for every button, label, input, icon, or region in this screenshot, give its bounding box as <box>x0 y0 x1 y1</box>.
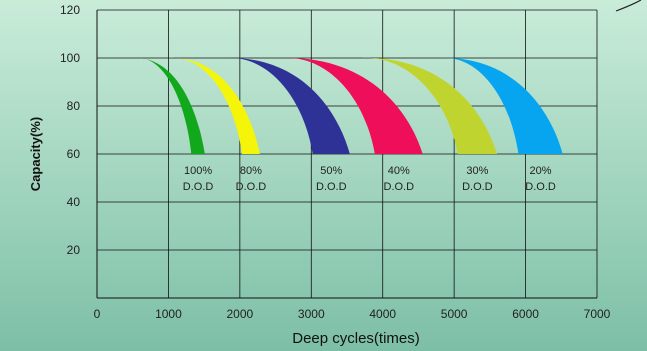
y-axis-title: Capacity(%) <box>28 117 43 191</box>
y-tick-label: 20 <box>67 243 81 257</box>
dod-percent-label: 80% <box>240 165 262 177</box>
corner-curve-decoration <box>615 0 642 12</box>
series-band-1 <box>168 57 260 154</box>
y-tick-label: 40 <box>67 195 81 209</box>
x-tick-label: 7000 <box>584 307 611 321</box>
x-axis-title: Deep cycles(times) <box>292 330 420 347</box>
dod-text-label: D.O.D <box>462 181 493 193</box>
x-tick-label: 2000 <box>227 307 254 321</box>
y-tick-label: 80 <box>67 99 81 113</box>
y-tick-label: 100 <box>60 51 80 65</box>
x-tick-label: 0 <box>94 307 101 321</box>
series-band-5 <box>439 57 563 154</box>
dod-text-label: D.O.D <box>384 181 415 193</box>
dod-percent-label: 100% <box>184 165 212 177</box>
dod-percent-label: 30% <box>466 165 488 177</box>
series-band-3 <box>282 57 423 154</box>
x-tick-label: 4000 <box>369 307 396 321</box>
dod-text-label: D.O.D <box>183 181 214 193</box>
dod-labels: 100% D.O.D 80% D.O.D 50% D.O.D 40% D.O.D 30% D.O.… <box>183 165 556 193</box>
y-tick-label: 60 <box>67 147 81 161</box>
x-tick-label: 5000 <box>441 307 468 321</box>
series-band-4 <box>361 57 497 154</box>
x-tick-label: 3000 <box>298 307 325 321</box>
dod-text-label: D.O.D <box>525 181 556 193</box>
dod-percent-label: 40% <box>388 165 410 177</box>
series-band-0 <box>132 57 205 154</box>
y-tick-label: 120 <box>60 3 80 17</box>
series-band-2 <box>225 57 350 154</box>
x-tick-label: 6000 <box>512 307 539 321</box>
x-tick-label: 1000 <box>155 307 182 321</box>
dod-text-label: D.O.D <box>236 181 267 193</box>
dod-text-label: D.O.D <box>316 181 347 193</box>
series-layer <box>132 57 563 154</box>
axes-layer: 0 1000 2000 3000 4000 5000 6000 7000 20 40 60 80 100… <box>28 3 611 347</box>
dod-percent-label: 20% <box>530 165 552 177</box>
dod-percent-label: 50% <box>320 165 342 177</box>
